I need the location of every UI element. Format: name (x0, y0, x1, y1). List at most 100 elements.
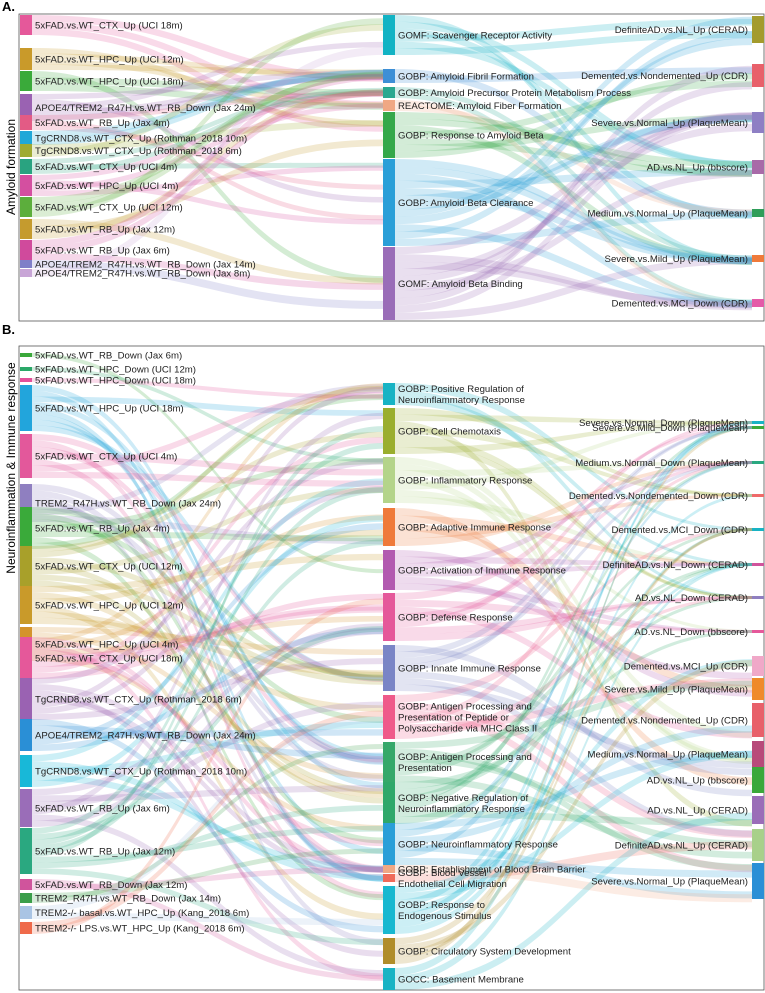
node-middle-reactome-amyloid-fiber-formation (383, 100, 395, 111)
label-left-5xfad-vs-wt-hpc-down-uci-12m: 5xFAD.vs.WT_HPC_Down (UCI 12m) (35, 365, 196, 376)
link-gobp-innate-immune-response (395, 684, 752, 769)
link-gobp-response-to-amyloid-beta (395, 138, 752, 177)
link-gobp-response-to-endogenous-stimulus (395, 426, 752, 907)
panel-a-title: Amyloid formation (4, 119, 18, 215)
node-right-demented-vs-mci-up-cdr (752, 656, 764, 676)
label-middle-gomf-scavenger-receptor-activity: GOMF: Scavenger Receptor Activity (398, 31, 552, 42)
label-right-definitead-vs-nl-up-cerad: DefiniteAD.vs.NL_Up (CERAD) (615, 841, 748, 852)
label-middle-gobp-cell-chemotaxis: GOBP: Cell Chemotaxis (398, 427, 501, 438)
link-5xfad-vs-wt-rb-up-jax-4m (32, 458, 383, 531)
label-right-ad-vs-nl-up-bbscore: AD.vs.NL_Up (bbscore) (647, 776, 748, 787)
link-gobp-defense-response (395, 596, 752, 635)
link-5xfad-vs-wt-ctx-up-uci-12m (32, 574, 383, 685)
node-left-trem2-lps-vs-wt-hpc-up-kang-2018-6m (20, 922, 32, 934)
link-tgcrnd8-vs-wt-ctx-up-rothman-2018-10m (32, 774, 383, 872)
node-left-5xfad-vs-wt-rb-up-jax-4m (20, 115, 32, 130)
link-5xfad-vs-wt-hpc-up-uci-12m (32, 592, 383, 798)
link-5xfad-vs-wt-ctx-up-uci-12m (32, 18, 383, 218)
link-apoe4-trem2-r47h-vs-wt-rb-down-jax-24m (32, 41, 383, 111)
node-left-5xfad-vs-wt-hpc-up-uci-18m (20, 71, 32, 91)
node-middle-gobp-negative-regulation-of-neuroinflammatory-re (383, 782, 395, 824)
link-5xfad-vs-wt-ctx-up-uci-4m (32, 459, 383, 899)
link-trem2-r47h-vs-wt-rb-down-jax-14m (32, 848, 383, 898)
link-gobp-neuroinflammatory-response (395, 750, 752, 830)
link-gobp-adaptive-immune-response (395, 523, 752, 693)
link-5xfad-vs-wt-hpc-up-uci-4m (32, 627, 383, 656)
label-left-5xfad-vs-wt-ctx-up-uci-4m: 5xFAD.vs.WT_CTX_Up (UCI 4m) (35, 452, 177, 463)
link-gobp-defense-response (395, 606, 752, 739)
link-gobp-activation-of-immune-response (395, 576, 752, 680)
label-middle-gobp-negative-regulation-of-neuroinflammatory-re: GOBP: Negative Regulation of Neuroinflamm… (398, 793, 528, 815)
link-gobp-neuroinflammatory-response (395, 426, 752, 858)
link-tgcrnd8-vs-wt-ctx-up-rothman-2018-6m (32, 458, 383, 684)
label-middle-gobp-inflammatory-response: GOBP: Inflammatory Response (398, 476, 532, 487)
link-gobp-innate-immune-response (395, 645, 752, 797)
link-5xfad-vs-wt-ctx-up-uci-18m (32, 604, 383, 661)
link-apoe4-trem2-r47h-vs-wt-rb-down-jax-8m (32, 46, 383, 277)
link-gobp-innate-immune-response (395, 671, 752, 776)
link-5xfad-vs-wt-ctx-up-uci-12m (32, 71, 383, 211)
label-middle-gobp-adaptive-immune-response: GOBP: Adaptive Immune Response (398, 523, 551, 534)
node-left-5xfad-vs-wt-hpc-up-uci-18m (20, 385, 32, 431)
label-middle-gobp-defense-response: GOBP: Defense Response (398, 613, 513, 624)
link-5xfad-vs-wt-rb-up-jax-6m (32, 73, 383, 247)
link-trem2-basal-vs-wt-hpc-up-kang-2018-6m (32, 716, 383, 913)
link-apoe4-trem2-r47h-vs-wt-rb-down-jax-24m (32, 74, 383, 116)
link-gobp-neuroinflammatory-response (395, 725, 752, 844)
link-gobp-response-to-amyloid-beta (395, 118, 752, 169)
link-5xfad-vs-wt-rb-up-jax-6m (32, 253, 383, 290)
link-5xfad-vs-wt-hpc-up-uci-4m (32, 632, 383, 779)
panel-a-letter: A. (2, 0, 15, 14)
label-middle-gobp-response-to-amyloid-beta: GOBP: Response to Amyloid Beta (398, 131, 544, 142)
link-gomf-amyloid-beta-binding (395, 112, 752, 313)
label-right-severe-vs-normal-up-plaquemean: Severe.vs.Normal_Up (PlaqueMean) (591, 877, 748, 888)
node-right-ad-vs-nl-down-bbscore (752, 630, 764, 633)
node-right-severe-vs-normal-up-plaquemean (752, 863, 764, 899)
link-gobp-adaptive-immune-response (395, 494, 752, 539)
link-gobp-negative-regulation-of-neuroinflammatory-re (395, 426, 752, 810)
link-gobp-activation-of-immune-response (395, 550, 752, 697)
link-gobp-antigen-processing-and-presentation (395, 680, 752, 749)
link-tgcrnd8-vs-wt-ctx-up-rothman-2018-6m (32, 120, 383, 151)
link-gobp-cell-chemotaxis (395, 440, 752, 599)
link-gobp-circulatory-system-development (395, 660, 752, 951)
link-5xfad-vs-wt-hpc-up-uci-4m (32, 615, 383, 656)
node-right-medium-vs-normal-up-plaquemean (752, 209, 764, 217)
link-5xfad-vs-wt-rb-up-jax-12m (32, 825, 383, 863)
link-5xfad-vs-wt-hpc-down-uci-18m (32, 378, 383, 399)
label-middle-gomf-amyloid-beta-binding: GOMF: Amyloid Beta Binding (398, 279, 523, 290)
link-gobp-antigen-processing-and-presentation (395, 755, 752, 848)
link-gobp-activation-of-immune-response (395, 461, 752, 570)
link-tgcrnd8-vs-wt-ctx-up-rothman-2018-10m (32, 515, 383, 787)
link-gobp-response-to-endogenous-stimulus (395, 494, 752, 928)
link-gobp-activation-of-immune-response (395, 563, 752, 577)
node-right-ad-vs-nl-up-bbscore (752, 767, 764, 793)
link-5xfad-vs-wt-hpc-up-uci-12m (32, 53, 383, 80)
node-left-apoe4-trem2-r47h-vs-wt-rb-down-jax-24m (20, 719, 32, 751)
link-gomf-amyloid-beta-binding (395, 123, 752, 277)
link-5xfad-vs-wt-rb-up-jax-12m (32, 868, 383, 946)
link-gobp-circulatory-system-development (395, 426, 752, 964)
label-left-5xfad-vs-wt-hpc-down-uci-18m: 5xFAD.vs.WT_HPC_Down (UCI 18m) (35, 376, 196, 387)
label-left-5xfad-vs-wt-ctx-up-uci-18m: 5xFAD.vs.WT_CTX_Up (UCI 18m) (35, 21, 183, 32)
link-5xfad-vs-wt-rb-up-jax-12m (32, 626, 383, 840)
label-middle-gobp-antigen-processing-and-presentation-of-pept: GOBP: Antigen Processing and Presentation… (398, 702, 537, 735)
link-gobp-amyloid-beta-clearance (395, 115, 752, 203)
label-left-apoe4-trem2-r47h-vs-wt-rb-down-jax-14m: APOE4/TREM2_R47H.vs.WT_RB_Down (Jax 14m) (35, 260, 256, 271)
link-5xfad-vs-wt-hpc-up-uci-18m (32, 419, 383, 760)
label-middle-gobp-circulatory-system-development: GOBP: Circulatory System Development (398, 947, 571, 958)
link-gobp-amyloid-beta-clearance (395, 37, 752, 225)
label-right-demented-vs-mci-down-cdr: Demented.vs.MCI_Down (CDR) (612, 525, 748, 536)
label-left-apoe4-trem2-r47h-vs-wt-rb-down-jax-24m: APOE4/TREM2_R47H.vs.WT_RB_Down (Jax 24m) (35, 731, 256, 742)
node-left-5xfad-vs-wt-hpc-up-uci-12m (20, 586, 32, 624)
node-middle-gobp-neuroinflammatory-response (383, 823, 395, 865)
link-trem2-r47h-vs-wt-rb-down-jax-14m (32, 743, 383, 903)
label-left-5xfad-vs-wt-rb-up-jax-12m: 5xFAD.vs.WT_RB_Up (Jax 12m) (35, 847, 175, 858)
label-right-severe-vs-mild-up-plaquemean: Severe.vs.Mild_Up (PlaqueMean) (605, 685, 748, 696)
link-5xfad-vs-wt-ctx-up-uci-12m (32, 563, 383, 795)
link-5xfad-vs-wt-ctx-up-uci-18m (32, 637, 383, 873)
link-trem2-r47h-vs-wt-rb-down-jax-24m (32, 496, 383, 946)
link-gobp-amyloid-beta-clearance (395, 31, 752, 239)
link-5xfad-vs-wt-hpc-up-uci-4m (32, 383, 383, 644)
link-trem2-lps-vs-wt-hpc-up-kang-2018-6m (32, 710, 383, 928)
